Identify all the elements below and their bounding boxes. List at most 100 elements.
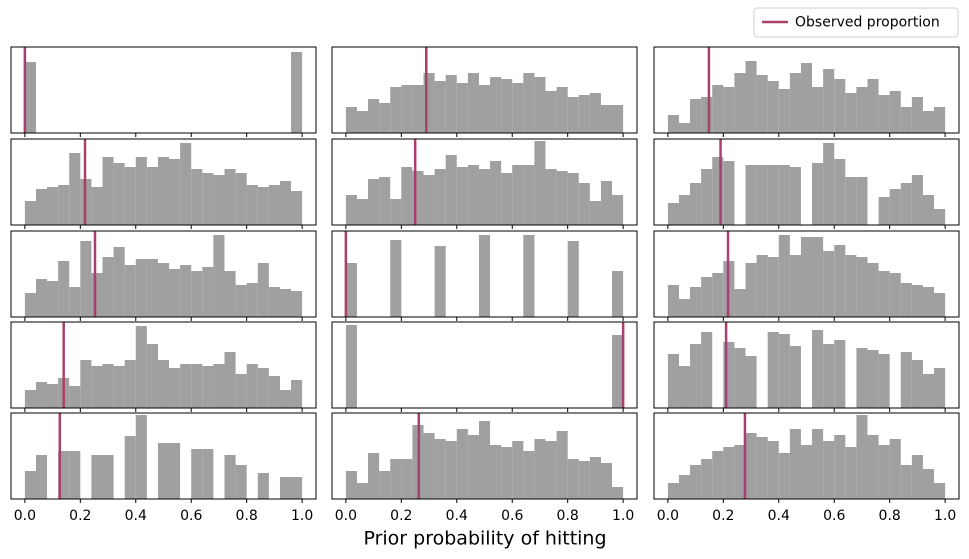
histogram-bar [246, 364, 258, 408]
histogram-bar [701, 169, 713, 225]
histogram-bar [767, 257, 779, 317]
histogram-bar [756, 75, 768, 133]
histogram-bar [224, 455, 236, 499]
histogram-bar [745, 61, 757, 133]
x-tick-label: 0.0 [335, 508, 357, 524]
histogram-bar [867, 263, 879, 317]
histogram-bar [24, 390, 36, 408]
x-tick-label: 0.6 [823, 508, 845, 524]
histogram-bar [35, 382, 48, 408]
histogram-bar [169, 368, 181, 408]
histogram-bar [268, 185, 280, 225]
histogram-bar [723, 87, 735, 133]
axes-frame [653, 230, 960, 318]
histogram-bar [856, 257, 868, 317]
histogram-bar [856, 87, 868, 133]
histogram-bar [900, 283, 912, 317]
histogram-bar [723, 161, 735, 225]
histogram-bar [434, 439, 446, 499]
histogram-bar [124, 436, 136, 499]
histogram-bar [856, 415, 868, 499]
histogram-bar [934, 368, 946, 408]
histogram-bar [767, 332, 779, 408]
histogram-bar [512, 165, 524, 225]
x-tick-label: 0.0 [657, 508, 679, 524]
histogram-bar [612, 271, 624, 317]
histogram-bar [878, 95, 890, 133]
histogram-bar [35, 189, 48, 225]
histogram-bar [512, 83, 524, 133]
histogram-bar [434, 81, 446, 133]
histogram-bar [191, 364, 203, 408]
x-tick-label: 1.0 [934, 508, 956, 524]
histogram-bar [567, 173, 579, 225]
histogram-bar [246, 283, 258, 317]
histogram-bar [534, 141, 546, 225]
histogram-bar [279, 289, 292, 317]
histogram-bar [900, 107, 912, 133]
histogram-bar [812, 87, 824, 133]
histogram-bar [823, 251, 835, 317]
histogram-bar [556, 87, 568, 133]
histogram-bar [202, 449, 214, 499]
x-tick-label: 0.2 [390, 508, 412, 524]
x-tick-label: 0.8 [879, 508, 901, 524]
histogram-bar [712, 273, 724, 317]
histogram-bar [91, 273, 103, 317]
histogram-bar [900, 183, 912, 225]
histogram-bar [279, 390, 292, 408]
histogram-bar [368, 179, 380, 225]
histogram-bar [169, 443, 181, 499]
histogram-bar [578, 461, 590, 499]
histogram-bar [545, 441, 557, 499]
histogram-bar [478, 169, 491, 225]
histogram-bar [612, 195, 624, 225]
histogram-bar [501, 79, 513, 133]
histogram-bar [823, 344, 835, 408]
axes-frame [653, 138, 960, 226]
axes-frame [331, 412, 638, 500]
histogram-bar [180, 265, 192, 317]
histogram-bar [723, 342, 735, 408]
histogram-bar [589, 457, 601, 499]
x-tick-label: 0.2 [712, 508, 734, 524]
histogram-bar [47, 281, 59, 317]
histogram-bar [778, 235, 790, 317]
histogram-bar [412, 171, 424, 225]
histogram-bar [934, 209, 946, 225]
histogram-bar [47, 187, 59, 225]
histogram-bar [224, 271, 236, 317]
histogram-bar [745, 165, 757, 225]
axes-frame [10, 321, 317, 409]
histogram-bar [712, 85, 724, 133]
histogram-bar [690, 344, 702, 408]
histogram-bar [734, 445, 746, 499]
histogram-bar [823, 69, 835, 133]
histogram-bar [667, 354, 679, 408]
histogram-bar [135, 259, 147, 317]
axes-frame [10, 46, 317, 134]
histogram-bar [157, 157, 170, 225]
histogram-bar [812, 330, 824, 408]
histogram-bar [467, 435, 479, 499]
histogram-bar [612, 335, 624, 408]
histogram-bar [368, 99, 380, 133]
histogram-bar [80, 241, 92, 317]
legend-label: Observed proportion [795, 15, 940, 31]
histogram-bar [911, 175, 923, 225]
histogram-bar [600, 463, 613, 499]
histogram-bar [478, 235, 491, 317]
histogram-bar [291, 477, 303, 499]
x-tick-label: 0.6 [180, 508, 202, 524]
histogram-bar [24, 471, 36, 499]
histogram-bar [291, 380, 303, 408]
histogram-bar [678, 299, 691, 317]
histogram-bar [456, 167, 468, 225]
histogram-bar [490, 161, 502, 225]
histogram-bar [69, 386, 81, 408]
histogram-bar [867, 79, 879, 133]
histogram-bar [922, 287, 935, 317]
histogram-bar [867, 435, 879, 499]
histogram-bar [834, 159, 846, 225]
histogram-bar [412, 85, 424, 133]
